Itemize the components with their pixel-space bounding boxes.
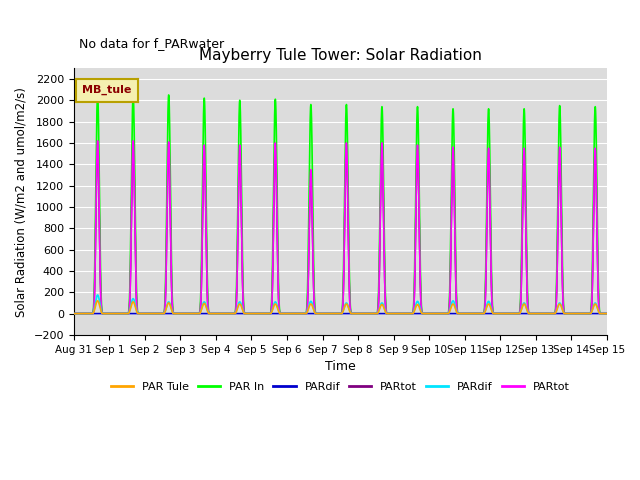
Title: Mayberry Tule Tower: Solar Radiation: Mayberry Tule Tower: Solar Radiation (199, 48, 482, 63)
Legend: PAR Tule, PAR In, PARdif, PARtot, PARdif, PARtot: PAR Tule, PAR In, PARdif, PARtot, PARdif… (107, 377, 574, 396)
Y-axis label: Solar Radiation (W/m2 and umol/m2/s): Solar Radiation (W/m2 and umol/m2/s) (15, 87, 28, 316)
Text: No data for f_PARwater: No data for f_PARwater (79, 36, 224, 49)
X-axis label: Time: Time (325, 360, 356, 373)
